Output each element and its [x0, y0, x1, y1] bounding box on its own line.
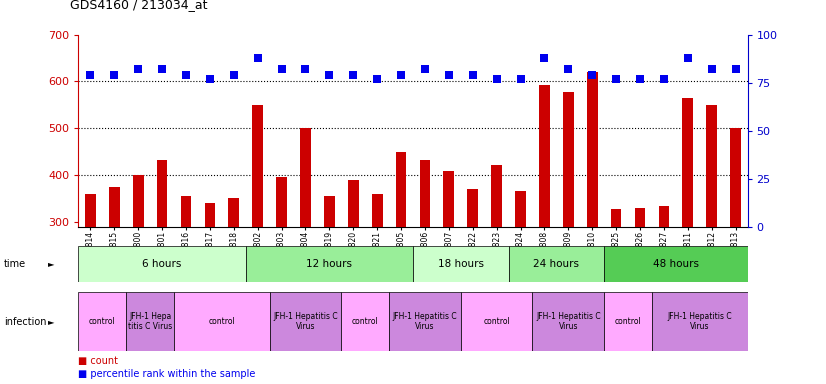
Bar [85, 194, 96, 227]
Point [275, 66, 288, 72]
Point [83, 72, 97, 78]
Bar [634, 208, 645, 227]
Point [347, 72, 360, 78]
Bar [652, 292, 748, 351]
Text: control: control [352, 317, 378, 326]
Bar [229, 199, 240, 227]
Text: 48 hours: 48 hours [653, 259, 699, 269]
Point [299, 66, 312, 72]
Bar [533, 292, 604, 351]
Point [179, 72, 192, 78]
Bar [563, 92, 574, 227]
Bar [252, 105, 263, 227]
Point [395, 72, 408, 78]
Text: JFH-1 Hepatitis C
Virus: JFH-1 Hepatitis C Virus [667, 312, 732, 331]
Text: control: control [483, 317, 510, 326]
Point [610, 76, 623, 82]
Point [466, 72, 479, 78]
Text: control: control [89, 317, 116, 326]
Point [251, 55, 264, 61]
Text: 12 hours: 12 hours [306, 259, 353, 269]
Point [490, 76, 503, 82]
Point [131, 66, 145, 72]
Point [155, 66, 169, 72]
Point [562, 66, 575, 72]
Point [681, 55, 695, 61]
Point [729, 66, 743, 72]
Point [705, 66, 719, 72]
Bar [586, 72, 597, 227]
Text: JFH-1 Hepatitis C
Virus: JFH-1 Hepatitis C Virus [273, 312, 338, 331]
Bar [341, 292, 389, 351]
Bar [157, 160, 168, 227]
Text: infection: infection [4, 316, 46, 327]
Bar [205, 203, 216, 227]
Bar [491, 165, 502, 227]
Bar [730, 128, 741, 227]
Point [203, 76, 216, 82]
Bar [372, 194, 382, 227]
Text: 24 hours: 24 hours [534, 259, 579, 269]
Bar [133, 175, 144, 227]
Bar [413, 246, 509, 282]
Point [657, 76, 671, 82]
Bar [706, 105, 717, 227]
Text: 18 hours: 18 hours [438, 259, 484, 269]
Point [514, 76, 527, 82]
Bar [109, 187, 120, 227]
Text: 6 hours: 6 hours [142, 259, 182, 269]
Bar [300, 128, 311, 227]
Bar [181, 196, 192, 227]
Bar [246, 246, 413, 282]
Point [442, 72, 455, 78]
Point [323, 72, 336, 78]
Bar [539, 85, 550, 227]
Text: time: time [4, 259, 26, 269]
Bar [78, 246, 246, 282]
Point [227, 72, 240, 78]
Bar [420, 160, 430, 227]
Text: ►: ► [48, 317, 55, 326]
Text: control: control [208, 317, 235, 326]
Text: ►: ► [48, 260, 55, 268]
Bar [269, 292, 341, 351]
Bar [604, 292, 652, 351]
Bar [461, 292, 533, 351]
Text: ■ percentile rank within the sample: ■ percentile rank within the sample [78, 369, 256, 379]
Bar [604, 246, 748, 282]
Point [107, 72, 121, 78]
Bar [444, 171, 454, 227]
Bar [396, 152, 406, 227]
Point [538, 55, 551, 61]
Bar [126, 292, 174, 351]
Bar [348, 180, 358, 227]
Bar [658, 207, 669, 227]
Text: control: control [615, 317, 642, 326]
Bar [509, 246, 604, 282]
Bar [78, 292, 126, 351]
Bar [682, 98, 693, 227]
Text: ■ count: ■ count [78, 356, 118, 366]
Point [371, 76, 384, 82]
Text: JFH-1 Hepa
titis C Virus: JFH-1 Hepa titis C Virus [128, 312, 173, 331]
Bar [174, 292, 269, 351]
Bar [515, 192, 526, 227]
Bar [610, 209, 621, 227]
Point [634, 76, 647, 82]
Bar [389, 292, 461, 351]
Bar [324, 196, 335, 227]
Bar [468, 189, 478, 227]
Text: JFH-1 Hepatitis C
Virus: JFH-1 Hepatitis C Virus [392, 312, 458, 331]
Text: JFH-1 Hepatitis C
Virus: JFH-1 Hepatitis C Virus [536, 312, 601, 331]
Point [586, 72, 599, 78]
Text: GDS4160 / 213034_at: GDS4160 / 213034_at [70, 0, 207, 12]
Point [418, 66, 431, 72]
Bar [276, 177, 287, 227]
